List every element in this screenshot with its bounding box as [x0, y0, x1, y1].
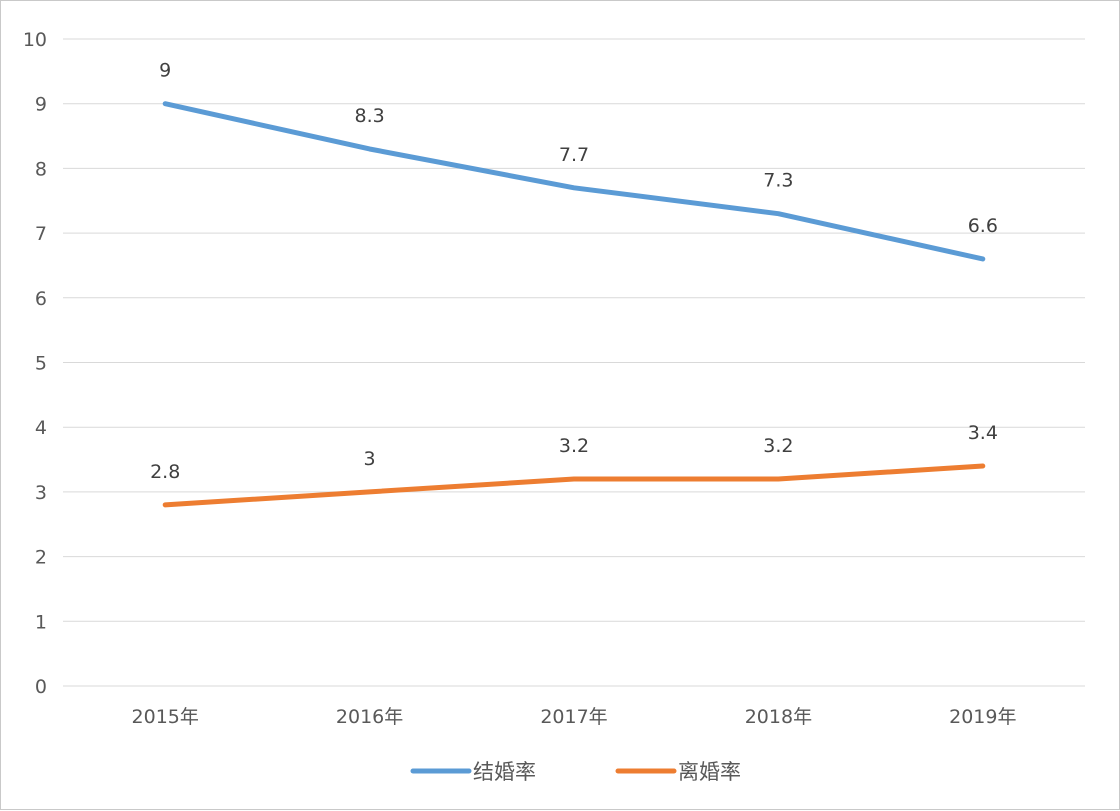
y-tick-label: 9: [35, 94, 47, 116]
data-label: 3.2: [559, 435, 589, 457]
legend-label: 结婚率: [473, 760, 536, 784]
series-line: [162, 463, 986, 508]
y-tick-label: 0: [35, 676, 47, 698]
y-tick-label: 1: [35, 611, 47, 633]
data-label: 3.4: [968, 422, 998, 444]
y-tick-label: 2: [35, 547, 47, 569]
y-tick-label: 7: [35, 223, 47, 245]
legend: 结婚率 离婚率: [410, 760, 741, 784]
data-label: 3.2: [763, 435, 793, 457]
x-axis-ticks: 2015年 2016年 2017年 2018年 2019年: [132, 706, 1017, 728]
data-label: 3: [364, 448, 376, 470]
y-tick-label: 4: [35, 417, 47, 439]
data-label: 2.8: [150, 461, 180, 483]
x-tick-label: 2018年: [745, 706, 812, 728]
series-line: [162, 101, 986, 262]
legend-label: 离婚率: [678, 760, 741, 784]
data-labels: 9 8.3 7.7 7.3 6.6 2.8 3 3.2 3.2 3.4: [150, 60, 998, 483]
x-tick-label: 2015年: [132, 706, 199, 728]
y-tick-label: 3: [35, 482, 47, 504]
x-tick-label: 2016年: [336, 706, 403, 728]
x-tick-label: 2017年: [540, 706, 607, 728]
series-lines: [162, 101, 986, 508]
data-label: 7.7: [559, 144, 589, 166]
data-label: 6.6: [968, 215, 998, 237]
y-axis-ticks: 0 1 2 3 4 5 6 7 8 9 10: [23, 29, 47, 698]
y-tick-label: 5: [35, 353, 47, 375]
y-tick-label: 6: [35, 288, 47, 310]
y-tick-label: 8: [35, 158, 47, 180]
data-label: 8.3: [354, 105, 384, 127]
y-tick-label: 10: [23, 29, 47, 51]
data-label: 7.3: [763, 170, 793, 192]
data-label: 9: [159, 60, 171, 82]
x-tick-label: 2019年: [949, 706, 1016, 728]
gridlines: [63, 38, 1085, 687]
